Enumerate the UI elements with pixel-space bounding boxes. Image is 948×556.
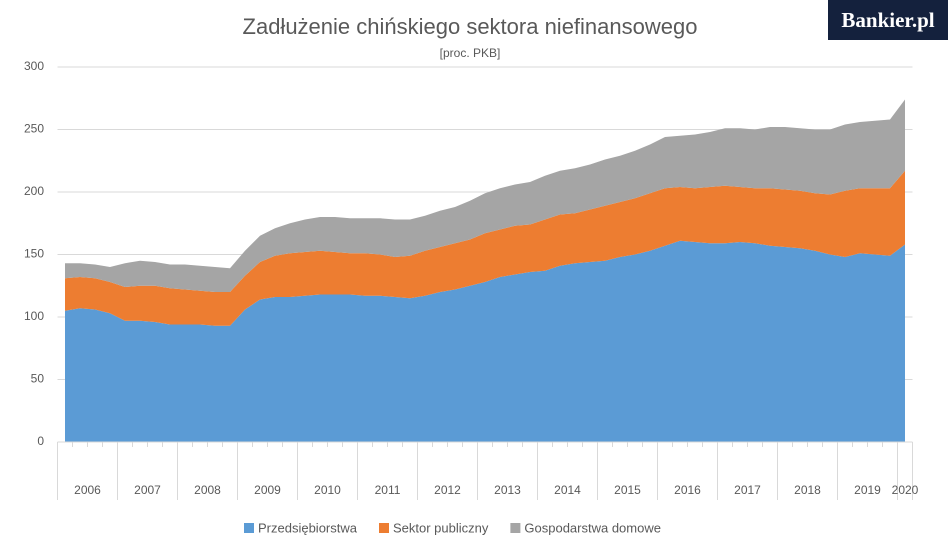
x-group-label: 2010 [314,483,341,497]
chart-title: Zadłużenie chińskiego sektora niefinanso… [243,14,698,39]
legend-label: Gospodarstwa domowe [524,520,661,535]
legend-label: Sektor publiczny [393,520,489,535]
y-tick-label: 100 [24,309,44,323]
area [65,170,905,326]
legend-swatch [379,523,389,533]
brand-logo: Bankier.pl [828,0,948,40]
legend-label: Przedsiębiorstwa [258,520,358,535]
y-tick-label: 300 [24,59,44,73]
legend-swatch [244,523,254,533]
x-group-label: 2009 [254,483,281,497]
x-group-label: 2006 [74,483,101,497]
x-group-label: 2016 [674,483,701,497]
x-group-label: 2011 [375,483,401,497]
y-tick-label: 250 [24,122,44,136]
x-group-label: 2017 [734,483,761,497]
x-group-label: 2012 [434,483,461,497]
x-group-label: 2015 [614,483,641,497]
area [65,99,905,292]
legend-swatch [510,523,521,533]
x-group-label: 2007 [134,483,161,497]
x-group-label: 2018 [794,483,821,497]
chart-subtitle: [proc. PKB] [440,46,501,60]
x-group-label: 2013 [494,483,521,497]
y-tick-label: 0 [37,434,44,448]
area [65,240,905,442]
y-tick-label: 200 [24,184,44,198]
x-group-label: 2020 [892,483,919,497]
x-group-label: 2019 [854,483,881,497]
y-tick-label: 150 [24,247,44,261]
x-group-label: 2008 [194,483,221,497]
y-tick-label: 50 [31,372,45,386]
x-group-label: 2014 [554,483,581,497]
